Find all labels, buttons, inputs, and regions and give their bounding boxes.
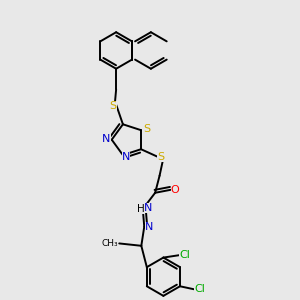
Text: S: S xyxy=(143,124,150,134)
Text: N: N xyxy=(146,222,154,232)
Text: N: N xyxy=(122,152,130,163)
Text: Cl: Cl xyxy=(179,250,190,260)
Text: S: S xyxy=(158,152,165,162)
Text: H: H xyxy=(137,204,145,214)
Text: N: N xyxy=(144,203,152,213)
Text: Cl: Cl xyxy=(194,284,205,294)
Text: O: O xyxy=(170,185,179,195)
Text: S: S xyxy=(110,100,117,110)
Text: CH₃: CH₃ xyxy=(101,239,118,248)
Text: N: N xyxy=(102,134,111,144)
